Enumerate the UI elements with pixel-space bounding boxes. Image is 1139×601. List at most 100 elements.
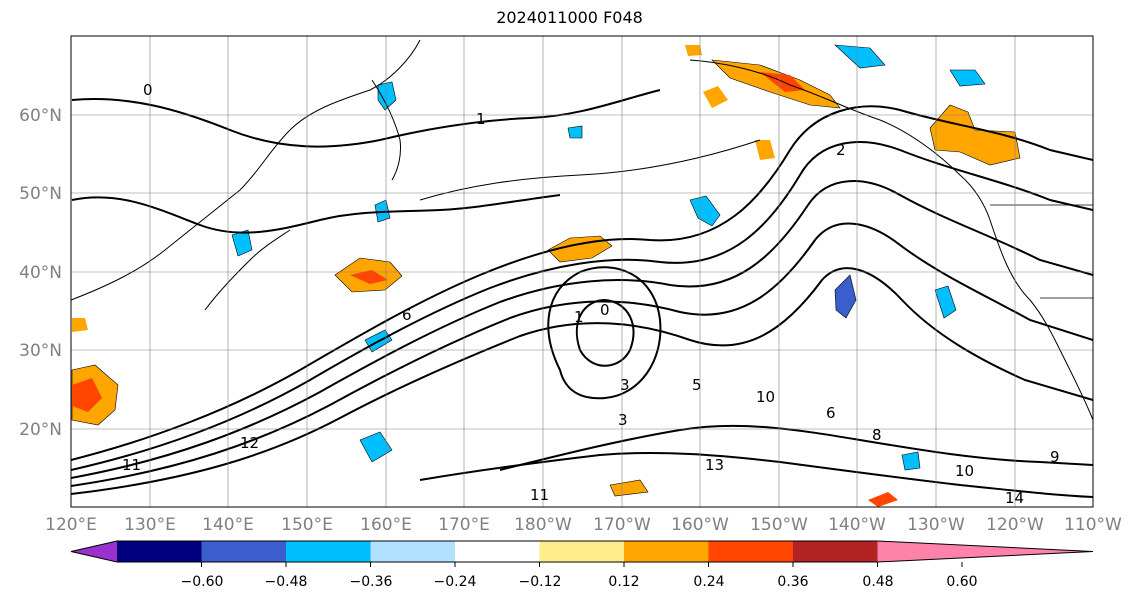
shade-positive-patch — [547, 235, 613, 263]
shade-negative-patch — [834, 274, 857, 319]
shade-positive-patch — [685, 45, 702, 56]
contour-label: 1 — [574, 308, 584, 326]
colorbar-tick-label: 0.24 — [693, 574, 724, 590]
contour-label: 6 — [826, 404, 836, 422]
lon-tick-label: 160°W — [671, 515, 729, 535]
contour-label: 1 — [476, 110, 486, 128]
contour-label: 3 — [618, 411, 628, 429]
contour-line — [71, 194, 561, 234]
colorbar: −0.60 −0.48 −0.36 −0.24 −0.12 0.12 0.24 … — [70, 540, 1094, 590]
contour-label: 0 — [600, 301, 610, 319]
colorbar-extend-high — [877, 541, 1093, 562]
colorbar-ticks — [201, 562, 963, 567]
colorbar-tick-label: 0.12 — [608, 574, 639, 590]
colorbar-cell — [539, 541, 625, 562]
lat-tick-label: 50°N — [19, 184, 62, 204]
contour-lines — [71, 89, 1093, 498]
contour-label: 10 — [955, 462, 974, 480]
lat-tick-label: 30°N — [19, 341, 62, 361]
asia-coastline — [71, 39, 421, 301]
lat-axis: 20°N 30°N 40°N 50°N 60°N — [19, 106, 62, 440]
contour-label: 13 — [705, 456, 724, 474]
lon-tick-label: 130°W — [907, 515, 965, 535]
lon-tick-label: 120°E — [45, 515, 97, 535]
shade-negative-patch — [359, 431, 393, 463]
colorbar-cell — [624, 541, 709, 562]
colorbar-cell — [455, 541, 540, 562]
colorbar-tick-label: 0.36 — [777, 574, 808, 590]
shade-positive-patch — [929, 104, 1021, 166]
lat-tick-label: 20°N — [19, 420, 62, 440]
contour-line — [71, 267, 1093, 495]
kamchatka-coastline — [371, 79, 401, 181]
lon-axis: 120°E 130°E 140°E 150°E 160°E 170°E 180°… — [45, 515, 1122, 535]
japan-coastline — [204, 229, 291, 311]
contour-line — [499, 424, 1093, 471]
lon-tick-label: 170°E — [438, 515, 490, 535]
lon-tick-label: 180°W — [514, 515, 572, 535]
graticule — [71, 36, 1093, 507]
colorbar-cell — [201, 541, 287, 562]
shade-negative-patch — [901, 451, 921, 471]
lon-tick-label: 150°W — [750, 515, 808, 535]
shaded-patches — [71, 44, 1021, 507]
contour-label: 14 — [1005, 489, 1024, 507]
contour-label: 10 — [756, 388, 775, 406]
shade-positive-patch — [868, 492, 898, 507]
lon-tick-label: 170°W — [593, 515, 651, 535]
lon-tick-label: 120°W — [986, 515, 1044, 535]
contour-labels: 0 1 2 3 3 5 6 6 8 9 10 10 11 11 12 13 14… — [122, 81, 1060, 507]
map-title: 2024011000 F048 — [496, 8, 643, 27]
shade-positive-patch — [72, 378, 102, 412]
contour-line — [419, 451, 1093, 498]
shade-negative-patch — [567, 125, 583, 139]
contour-label: 2 — [836, 141, 846, 159]
contour-label: 12 — [240, 434, 259, 452]
colorbar-tick-label: −0.12 — [519, 574, 562, 590]
contour-label: 11 — [530, 486, 549, 504]
colorbar-cell — [117, 541, 202, 562]
shade-negative-patch — [934, 285, 957, 319]
shade-negative-patch — [834, 44, 886, 69]
shade-positive-patch — [755, 140, 775, 160]
contour-label: 3 — [620, 376, 630, 394]
coastlines — [71, 39, 1093, 421]
colorbar-tick-labels: −0.60 −0.48 −0.36 −0.24 −0.12 0.12 0.24 … — [181, 574, 978, 590]
contour-label: 9 — [1050, 448, 1060, 466]
colorbar-cell — [793, 541, 878, 562]
aleutian-chain — [419, 139, 761, 201]
shade-positive-patch — [703, 86, 728, 108]
colorbar-tick-label: −0.48 — [265, 574, 308, 590]
colorbar-tick-label: −0.36 — [350, 574, 393, 590]
colorbar-tick-label: 0.60 — [946, 574, 977, 590]
shade-negative-patch — [377, 81, 397, 111]
alaska-coastline — [689, 59, 991, 221]
lon-tick-label: 110°W — [1064, 515, 1122, 535]
colorbar-tick-label: 0.48 — [862, 574, 893, 590]
contour-label: 0 — [143, 81, 153, 99]
contour-line — [575, 298, 635, 367]
contour-line — [547, 266, 662, 400]
map-panel: 0 1 2 3 3 5 6 6 8 9 10 10 11 11 12 13 14… — [70, 35, 1094, 508]
contour-label: 5 — [692, 376, 702, 394]
contour-line — [71, 141, 1093, 471]
lat-tick-label: 60°N — [19, 106, 62, 126]
contour-label: 11 — [122, 456, 141, 474]
lon-tick-label: 150°E — [281, 515, 333, 535]
contour-label: 6 — [402, 306, 412, 324]
colorbar-cell — [286, 541, 371, 562]
colorbar-cell — [708, 541, 794, 562]
shade-negative-patch — [689, 195, 721, 227]
lon-tick-label: 130°E — [124, 515, 176, 535]
shade-negative-patch — [949, 69, 986, 87]
colorbar-tick-label: −0.60 — [181, 574, 224, 590]
colorbar-cell — [370, 541, 456, 562]
contour-label: 8 — [872, 426, 882, 444]
contour-line — [71, 105, 1093, 461]
shade-positive-patch — [609, 479, 649, 497]
colorbar-tick-label: −0.24 — [434, 574, 477, 590]
colorbar-cells — [70, 540, 1094, 563]
lon-tick-label: 140°E — [202, 515, 254, 535]
shade-positive-patch — [350, 270, 388, 284]
